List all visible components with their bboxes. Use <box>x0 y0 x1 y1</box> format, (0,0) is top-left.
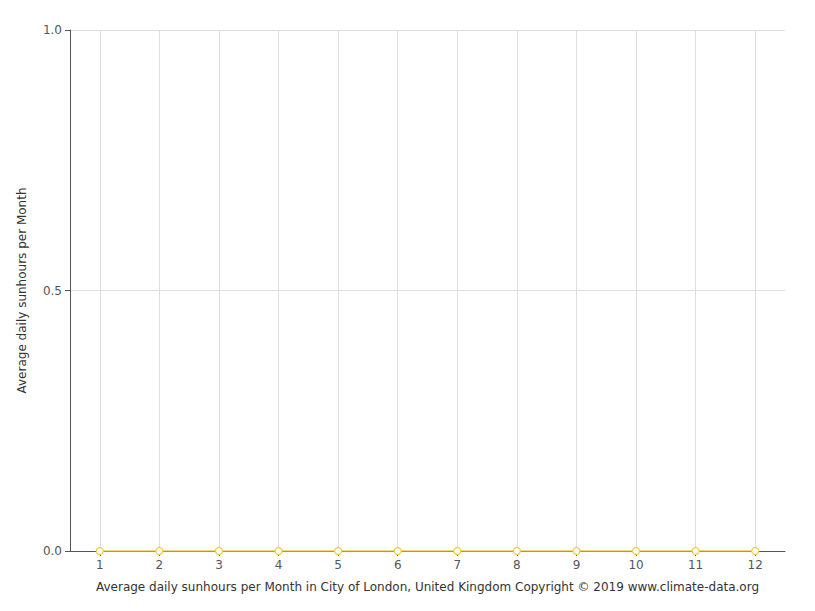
svg-text:Average daily sunhours per Mon: Average daily sunhours per Month in City… <box>96 580 759 594</box>
svg-text:10: 10 <box>628 558 643 572</box>
svg-text:0.5: 0.5 <box>43 284 62 298</box>
svg-text:8: 8 <box>513 558 521 572</box>
svg-text:1: 1 <box>96 558 104 572</box>
svg-text:2: 2 <box>156 558 164 572</box>
svg-text:1.0: 1.0 <box>43 23 62 37</box>
svg-text:7: 7 <box>453 558 461 572</box>
svg-text:4: 4 <box>275 558 283 572</box>
svg-text:0.0: 0.0 <box>43 544 62 558</box>
svg-text:6: 6 <box>394 558 402 572</box>
svg-text:3: 3 <box>215 558 223 572</box>
svg-text:9: 9 <box>573 558 581 572</box>
svg-text:12: 12 <box>748 558 763 572</box>
svg-text:5: 5 <box>334 558 342 572</box>
svg-text:Average daily sunhours per Mon: Average daily sunhours per Month <box>15 187 29 393</box>
svg-text:11: 11 <box>688 558 703 572</box>
